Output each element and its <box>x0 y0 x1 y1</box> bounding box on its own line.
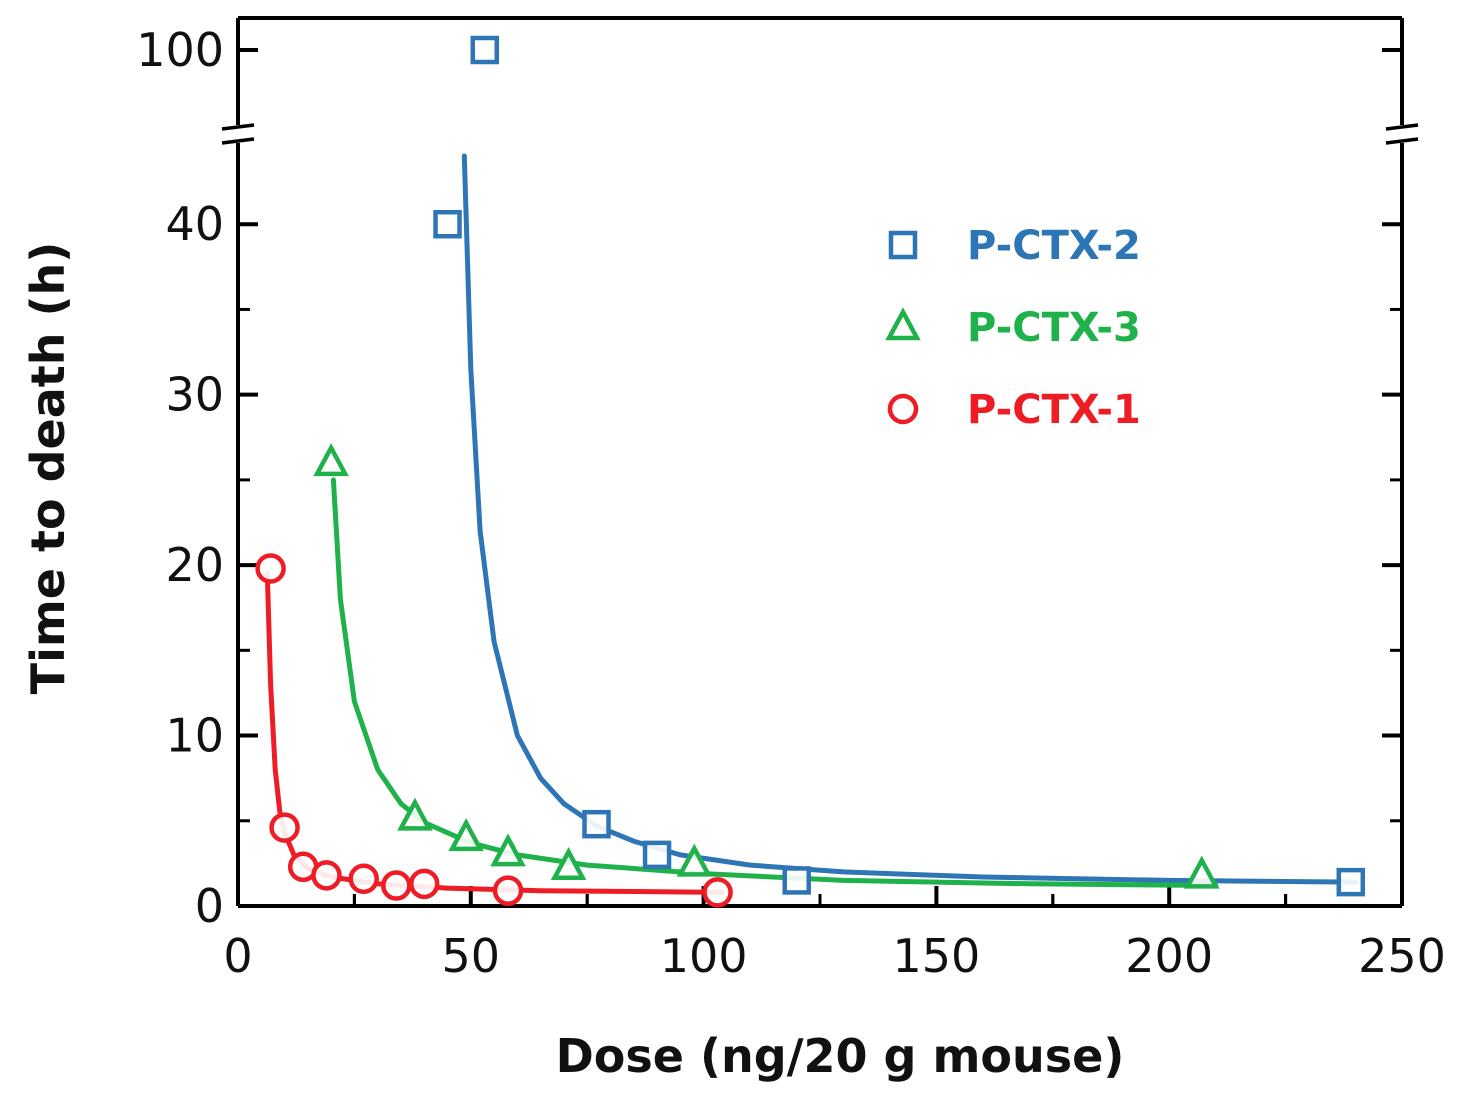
y-tick-label: 20 <box>165 538 224 592</box>
data-point-p-ctx-2 <box>582 809 611 839</box>
legend-label-p-ctx-1: P-CTX-1 <box>967 387 1141 433</box>
axis-break-mark <box>1385 123 1419 131</box>
data-point-p-ctx-1 <box>492 875 524 906</box>
legend-marker-p-ctx-1 <box>887 393 919 425</box>
data-point-p-ctx-2 <box>1336 867 1366 897</box>
legend-marker-p-ctx-3 <box>885 307 921 341</box>
data-point-p-ctx-3 <box>1184 855 1220 889</box>
axes: 0 50 100 150 200 250 0 10 20 30 40 100 <box>136 16 1446 983</box>
y-tick-label: 30 <box>165 368 224 422</box>
y-axis-title: Time to death (h) <box>21 242 75 695</box>
y-tick-label: 100 <box>136 23 224 77</box>
data-point-p-ctx-1 <box>348 863 379 894</box>
data-points <box>255 35 1366 908</box>
data-point-p-ctx-3 <box>313 443 349 477</box>
x-tick-label: 100 <box>660 929 748 983</box>
data-point-p-ctx-1 <box>408 868 440 900</box>
data-point-p-ctx-1 <box>269 812 300 843</box>
x-axis-title: Dose (ng/20 g mouse) <box>556 1029 1125 1083</box>
fit-curve-p-ctx-2 <box>461 153 1358 885</box>
data-point-p-ctx-1 <box>311 860 342 891</box>
data-point-p-ctx-1 <box>702 877 733 908</box>
axis-break-mark <box>221 123 255 131</box>
fit-curves <box>264 153 1358 895</box>
axis-break-mark <box>1385 137 1419 145</box>
data-point-p-ctx-3 <box>397 797 433 831</box>
legend-marker-p-ctx-2 <box>888 230 918 260</box>
data-point-p-ctx-1 <box>255 553 286 584</box>
x-tick-label: 150 <box>892 929 980 983</box>
data-point-p-ctx-2 <box>433 209 462 239</box>
y-tick-label: 10 <box>165 709 224 763</box>
axis-break-mark <box>221 137 255 145</box>
legend-label-p-ctx-2: P-CTX-2 <box>967 223 1141 269</box>
data-point-p-ctx-3 <box>550 847 587 881</box>
x-tick-label: 50 <box>442 929 501 983</box>
data-point-p-ctx-3 <box>448 818 484 852</box>
x-tick-label: 200 <box>1125 929 1213 983</box>
legend-label-p-ctx-3: P-CTX-3 <box>967 305 1141 351</box>
y-tick-label: 40 <box>165 197 224 251</box>
data-point-p-ctx-3 <box>676 843 713 877</box>
data-point-p-ctx-2 <box>642 840 672 870</box>
data-point-p-ctx-1 <box>381 870 412 901</box>
y-tick-label: 0 <box>195 879 224 933</box>
data-point-p-ctx-2 <box>782 866 811 895</box>
x-tick-label: 250 <box>1358 929 1446 983</box>
data-point-p-ctx-3 <box>490 833 526 867</box>
data-point-p-ctx-2 <box>470 35 500 65</box>
legend: P-CTX-2 P-CTX-3 P-CTX-1 <box>885 223 1141 433</box>
x-tick-label: 0 <box>223 929 252 983</box>
